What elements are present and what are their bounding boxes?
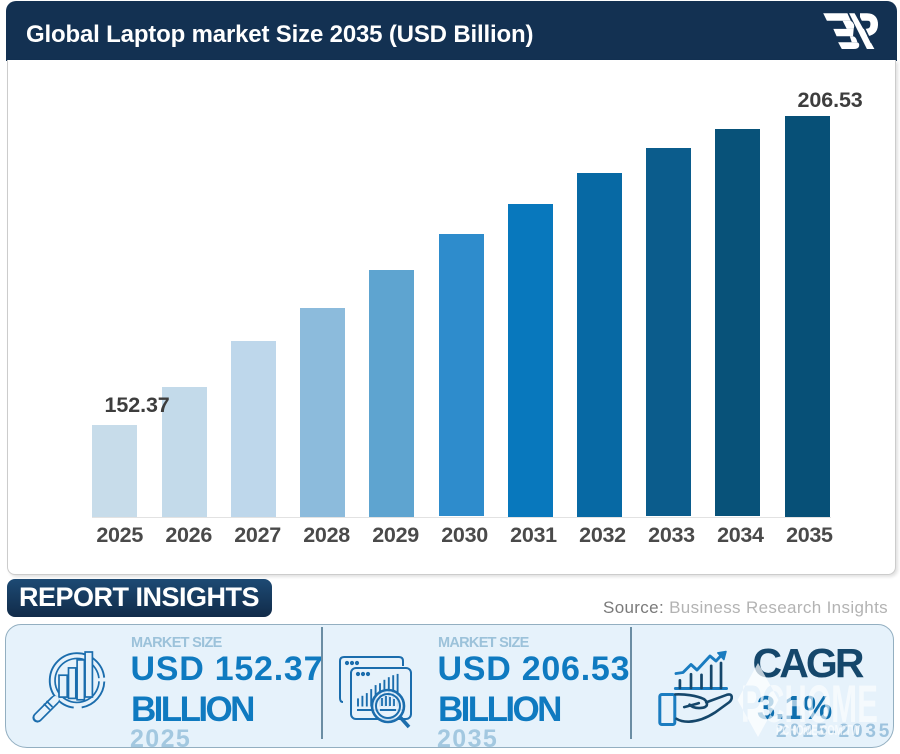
- svg-text:PCHOME: PCHOME: [741, 675, 878, 734]
- svg-text:PCHOME.COM.TW: PCHOME.COM.TW: [776, 722, 861, 739]
